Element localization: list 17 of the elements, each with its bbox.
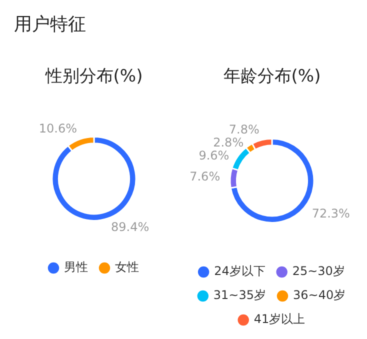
legend-label: 24岁以下	[214, 264, 266, 278]
legend-label: 女性	[115, 260, 139, 274]
legend-label: 36~40岁	[293, 288, 346, 302]
legend-label: 41岁以上	[254, 312, 306, 326]
legend-label: 25~30岁	[292, 264, 345, 278]
data-label: 10.6%	[38, 122, 77, 136]
chart-title: 性别分布(%)	[44, 66, 143, 87]
chart-title: 年龄分布(%)	[223, 66, 321, 87]
data-label: 89.4%	[111, 220, 150, 234]
data-label: 2.8%	[213, 135, 244, 150]
data-label: 7.8%	[228, 122, 260, 136]
data-label: 9.6%	[198, 148, 230, 162]
data-label: 7.6%	[190, 169, 220, 184]
legend-label: 男性	[64, 260, 88, 274]
text: 用户特征	[14, 13, 86, 36]
legend-label: 31~35岁	[213, 288, 266, 302]
data-label: 72.3%	[312, 206, 350, 220]
